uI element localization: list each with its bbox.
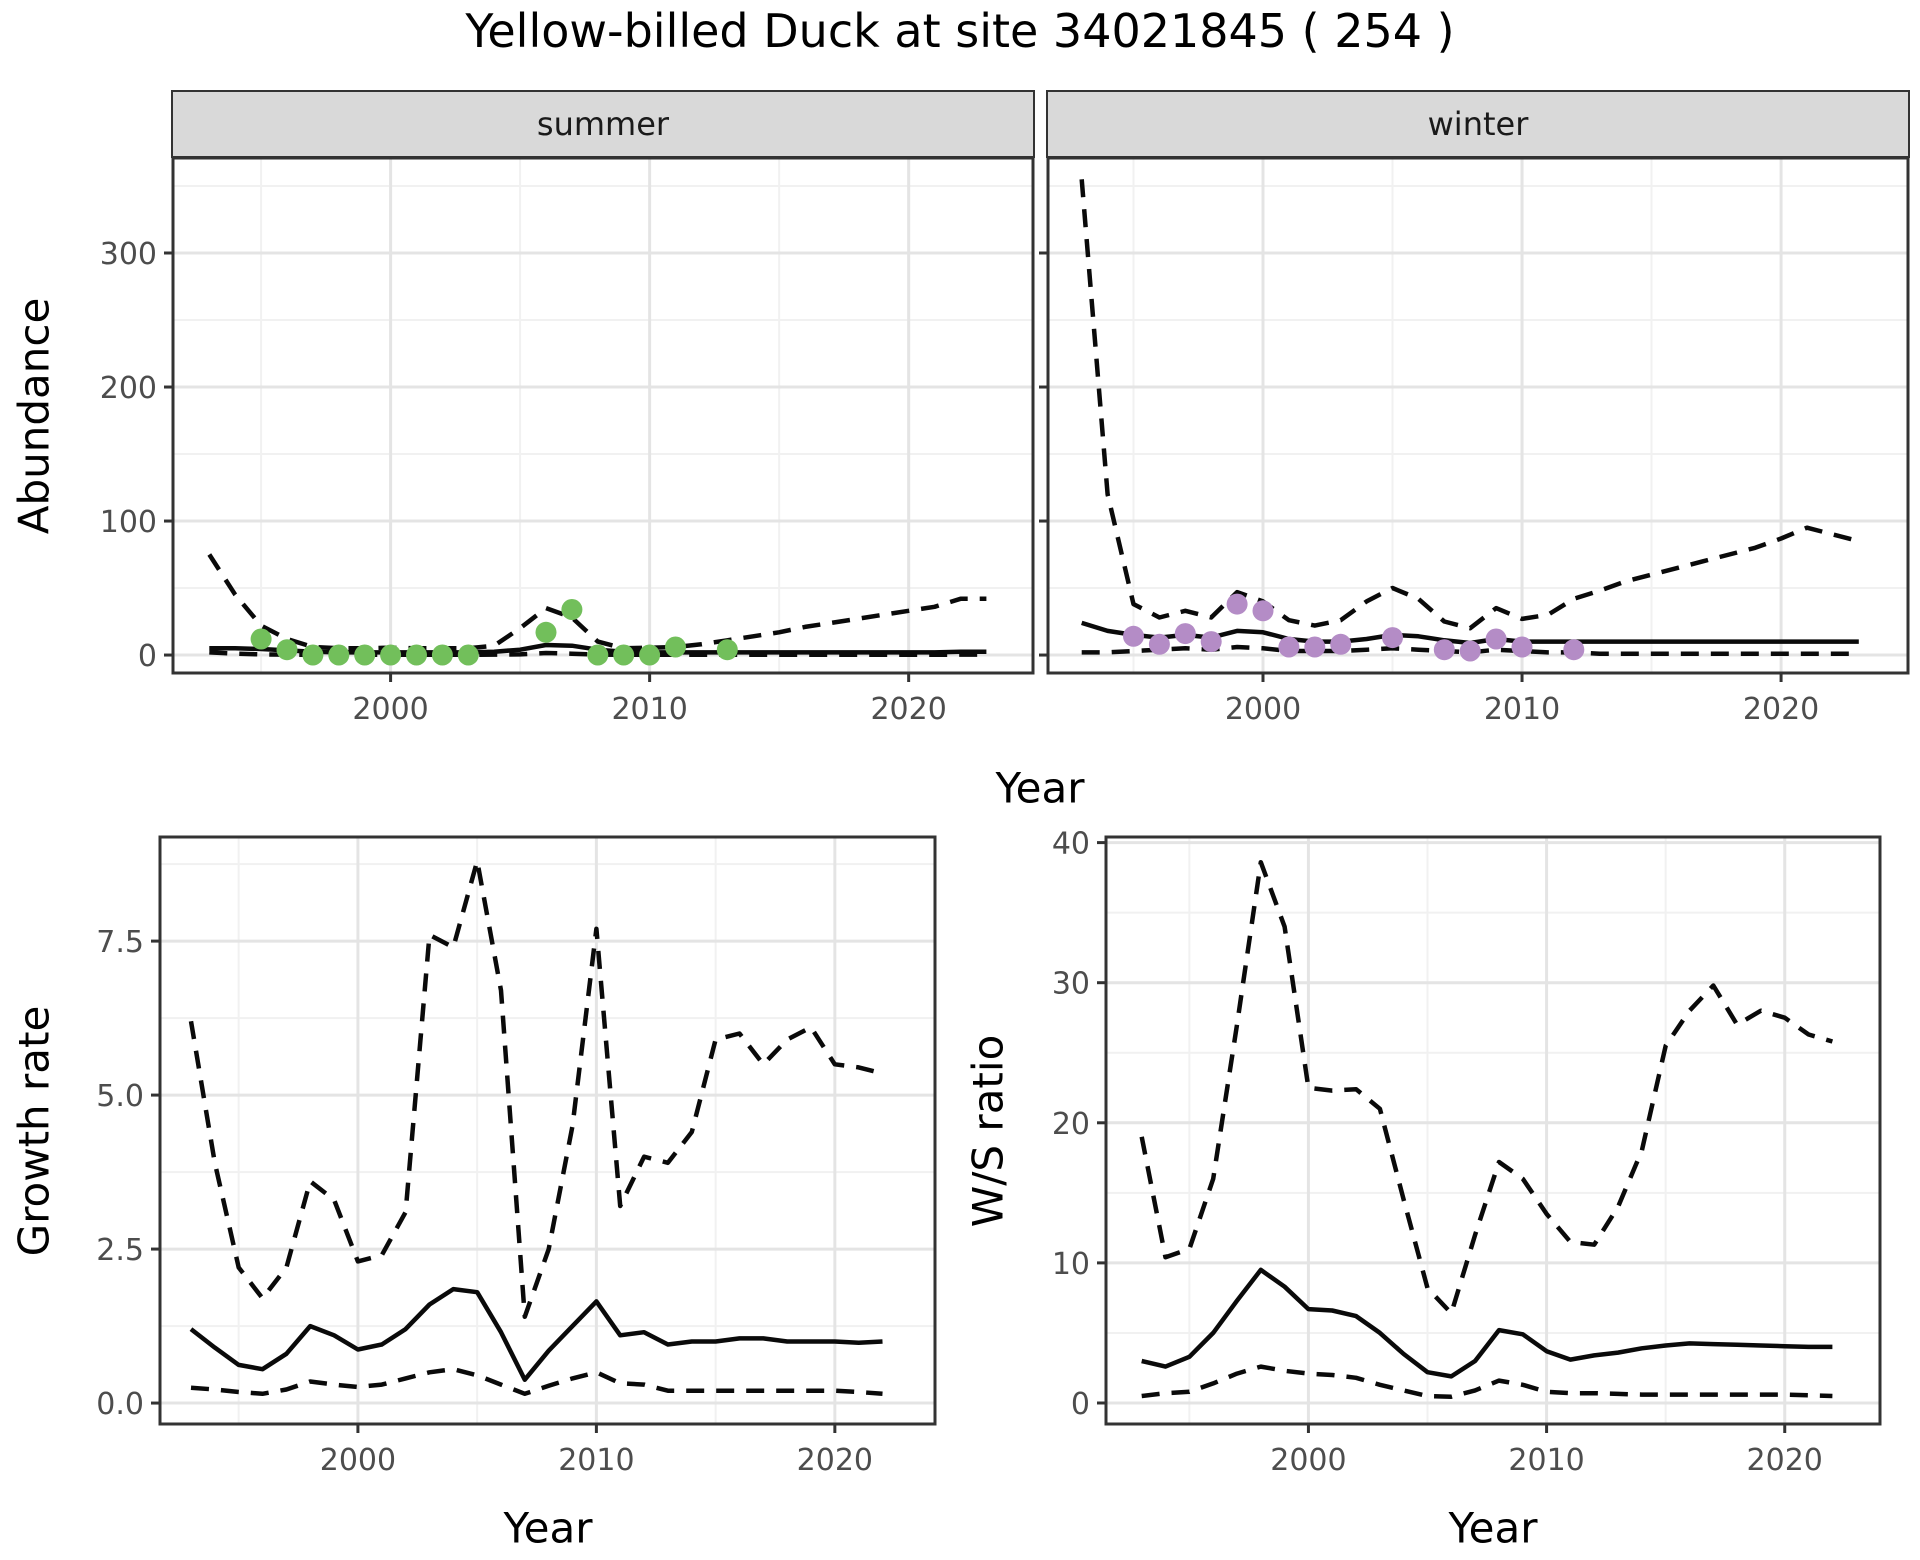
x-tick-label: 2020 bbox=[1747, 1443, 1823, 1478]
facet-strip-summer: summer bbox=[171, 90, 1035, 158]
observation-point bbox=[639, 644, 661, 666]
panel-background bbox=[173, 158, 1033, 673]
y-tick-label: 0.0 bbox=[96, 1387, 144, 1422]
observation-point bbox=[1278, 636, 1300, 658]
y-tick-label: 5.0 bbox=[96, 1079, 144, 1114]
y-axis-title-abundance: Abundance bbox=[9, 297, 59, 535]
observation-point bbox=[613, 644, 635, 666]
x-tick-label: 2010 bbox=[1508, 1443, 1584, 1478]
observation-point bbox=[1330, 633, 1352, 655]
observation-point bbox=[1123, 625, 1144, 647]
observation-point bbox=[354, 644, 376, 666]
y-tick-label: 7.5 bbox=[96, 925, 144, 960]
observation-point bbox=[716, 639, 738, 661]
panel-border bbox=[1046, 156, 1910, 675]
y-tick-label: 300 bbox=[100, 237, 157, 272]
observation-point bbox=[1485, 628, 1507, 650]
y-tick-label: 2.5 bbox=[96, 1233, 144, 1268]
y-tick-label: 100 bbox=[100, 505, 157, 540]
panel-border bbox=[158, 835, 937, 1426]
facet-strip-winter: winter bbox=[1046, 90, 1910, 158]
panel-abundance_winter: 2000 2010 2020 bbox=[1039, 156, 1910, 727]
facet-strip-label: summer bbox=[536, 105, 670, 143]
x-tick-label: 2000 bbox=[320, 1443, 396, 1478]
panel-border bbox=[1104, 835, 1882, 1426]
y-tick-label: 20 bbox=[1052, 1107, 1090, 1142]
panel-growth_rate: 2000 2010 2020 0.0 2.5 5.0 7.5 bbox=[96, 835, 937, 1478]
observation-point bbox=[1174, 623, 1196, 645]
observation-point bbox=[587, 644, 609, 666]
observation-point bbox=[302, 644, 324, 666]
panel-ws_ratio: 2000 2010 2020 0 10 20 30 40 bbox=[1052, 827, 1882, 1478]
observation-point bbox=[406, 644, 427, 666]
y-axis-title-growth-rate: Growth rate bbox=[9, 1005, 59, 1257]
x-tick-label: 2010 bbox=[1484, 692, 1560, 727]
panel-background bbox=[1106, 837, 1880, 1424]
observation-point bbox=[250, 628, 272, 650]
fitted-line bbox=[189, 1286, 883, 1382]
x-tick-label: 2000 bbox=[1225, 692, 1301, 727]
x-axis-title-shared-year: Year bbox=[995, 763, 1085, 813]
lower-ci-line bbox=[1141, 1364, 1833, 1399]
fitted-line bbox=[1141, 1267, 1833, 1379]
x-tick-label: 2000 bbox=[352, 692, 428, 727]
observation-point bbox=[1304, 636, 1326, 658]
observation-point bbox=[431, 644, 453, 666]
panel-background bbox=[1048, 158, 1908, 673]
observation-point bbox=[1148, 633, 1170, 655]
upper-ci-line bbox=[207, 553, 987, 651]
upper-ci-line bbox=[1139, 859, 1834, 1316]
x-tick-label: 2020 bbox=[1743, 692, 1819, 727]
observation-point bbox=[535, 621, 557, 643]
observation-point bbox=[1200, 631, 1222, 653]
y-tick-label: 0 bbox=[1071, 1387, 1090, 1422]
observation-point bbox=[328, 644, 350, 666]
panel-border bbox=[171, 156, 1035, 675]
observation-point bbox=[561, 599, 583, 620]
x-tick-label: 2010 bbox=[611, 692, 687, 727]
observation-point bbox=[1511, 636, 1533, 658]
upper-ci-line bbox=[188, 858, 884, 1320]
x-axis-title-growth-year: Year bbox=[503, 1503, 593, 1553]
observation-point bbox=[1563, 639, 1585, 661]
observation-point bbox=[457, 644, 479, 666]
observation-point bbox=[665, 636, 686, 658]
y-tick-label: 10 bbox=[1052, 1247, 1090, 1282]
y-tick-label: 0 bbox=[138, 639, 157, 674]
x-axis-title-ws-year: Year bbox=[1448, 1503, 1538, 1553]
observation-point bbox=[1382, 627, 1403, 649]
x-tick-label: 2020 bbox=[870, 692, 946, 727]
x-tick-label: 2000 bbox=[1270, 1443, 1346, 1478]
panel-abundance_summer: 2000 2010 2020 0 100 200 300 bbox=[100, 156, 1035, 727]
y-tick-label: 40 bbox=[1052, 827, 1090, 862]
observation-point bbox=[1459, 640, 1481, 662]
x-tick-label: 2010 bbox=[558, 1443, 634, 1478]
y-tick-label: 200 bbox=[100, 371, 157, 406]
facet-strip-label: winter bbox=[1427, 105, 1529, 143]
upper-ci-line bbox=[1079, 179, 1860, 631]
observation-point bbox=[380, 644, 402, 666]
panel-background bbox=[160, 837, 935, 1424]
y-axis-title-ws-ratio: W/S ratio bbox=[963, 1034, 1013, 1228]
y-tick-label: 30 bbox=[1052, 967, 1090, 1002]
observation-point bbox=[1252, 600, 1274, 622]
observation-point bbox=[1433, 639, 1455, 661]
observation-point bbox=[276, 639, 298, 661]
x-tick-label: 2020 bbox=[797, 1443, 873, 1478]
observation-point bbox=[1226, 593, 1248, 615]
plot-title: Yellow-billed Duck at site 34021845 ( 25… bbox=[465, 4, 1455, 58]
